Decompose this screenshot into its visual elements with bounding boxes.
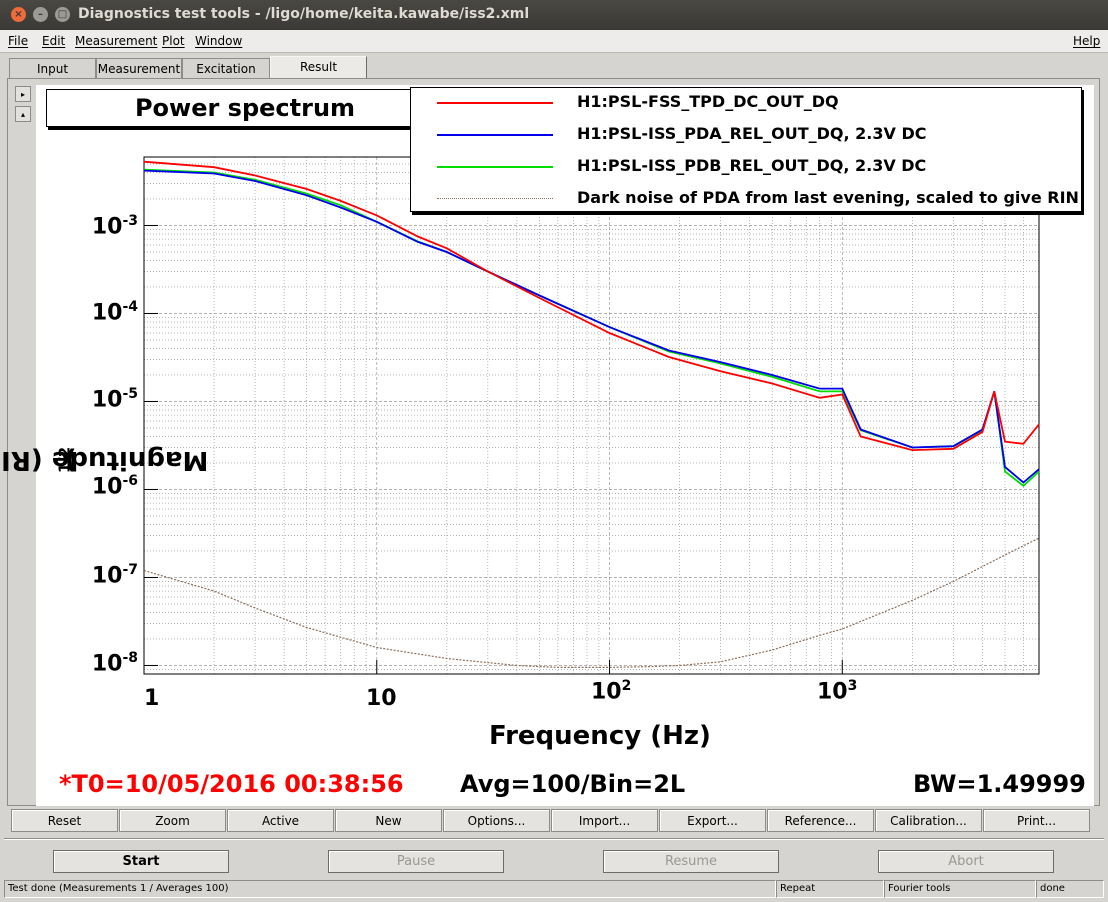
x-tick-label: 10 [366, 686, 397, 711]
power-spectrum-chart [143, 156, 1040, 675]
options-button[interactable]: Options... [443, 809, 550, 832]
reset-button[interactable]: Reset [11, 809, 118, 832]
legend-swatch [437, 134, 553, 136]
tab-result[interactable]: Result [270, 56, 367, 78]
y-tick-label: 10-3 [91, 213, 138, 240]
export-button[interactable]: Export... [659, 809, 766, 832]
window-title: Diagnostics test tools - /ligo/home/keit… [78, 6, 530, 22]
legend-label: Dark noise of PDA from last evening, sca… [577, 188, 1079, 207]
legend-entry: Dark noise of PDA from last evening, sca… [411, 184, 1083, 216]
legend-swatch [437, 166, 553, 168]
y-tick-label: 10-5 [91, 386, 138, 413]
legend-entry: H1:PSL-FSS_TPD_DC_OUT_DQ [411, 88, 1083, 120]
window-titlebar: × – □ Diagnostics test tools - /ligo/hom… [0, 0, 1108, 30]
scroll-up-icon[interactable]: ▴ [15, 106, 31, 122]
scroll-right-icon[interactable]: ▸ [15, 86, 31, 102]
plot-legend: H1:PSL-FSS_TPD_DC_OUT_DQ H1:PSL-ISS_PDA_… [410, 87, 1082, 212]
print-button[interactable]: Print... [983, 809, 1090, 832]
x-tick-label: 103 [817, 678, 858, 705]
resume-button[interactable]: Resume [603, 850, 779, 873]
close-icon[interactable]: × [11, 7, 26, 22]
pause-button[interactable]: Pause [328, 850, 504, 873]
legend-label: H1:PSL-ISS_PDA_REL_OUT_DQ, 2.3V DC [577, 124, 927, 143]
active-button[interactable]: Active [227, 809, 334, 832]
avg-info: Avg=100/Bin=2L [460, 770, 686, 798]
tab-bar: Input Measurement Excitation Result [0, 54, 1108, 78]
import-button[interactable]: Import... [551, 809, 658, 832]
tab-measurement[interactable]: Measurement [96, 58, 182, 78]
menu-measurement[interactable]: Measurement [75, 34, 158, 48]
series-line [143, 169, 1040, 484]
plot-frame [143, 156, 1040, 675]
bandwidth-info: BW=1.49999 [913, 770, 1086, 798]
maximize-icon[interactable]: □ [55, 7, 70, 22]
new-button[interactable]: New [335, 809, 442, 832]
series-line [143, 168, 1040, 487]
legend-label: H1:PSL-ISS_PDB_REL_OUT_DQ, 2.3V DC [577, 156, 927, 175]
reference-button[interactable]: Reference... [767, 809, 874, 832]
legend-entry: H1:PSL-ISS_PDB_REL_OUT_DQ, 2.3V DC [411, 152, 1083, 184]
legend-swatch [437, 198, 553, 199]
menu-edit[interactable]: Edit [42, 34, 66, 48]
status-message: Test done (Measurements 1 / Averages 100… [4, 880, 776, 898]
x-axis-label: Frequency (Hz) [489, 721, 711, 751]
abort-button[interactable]: Abort [878, 850, 1054, 873]
zoom-button[interactable]: Zoom [119, 809, 226, 832]
plot-title: Power spectrum [46, 89, 444, 127]
y-tick-label: 10-4 [91, 299, 138, 326]
y-tick-label: 10-6 [91, 473, 138, 500]
minimize-icon[interactable]: – [33, 7, 48, 22]
x-tick-label: 102 [591, 678, 632, 705]
y-tick-label: 10-8 [91, 650, 138, 677]
menu-bar: File Edit Measurement Plot Window Help [0, 30, 1108, 53]
x-tick-label: 1 [144, 686, 160, 711]
divider [4, 838, 1104, 840]
legend-entry: H1:PSL-ISS_PDA_REL_OUT_DQ, 2.3V DC [411, 120, 1083, 152]
tab-excitation[interactable]: Excitation [182, 58, 270, 78]
t0-timestamp: *T0=10/05/2016 00:38:56 [59, 770, 404, 798]
status-tools: Fourier tools [884, 880, 1036, 898]
status-state: done [1036, 880, 1104, 898]
menu-file[interactable]: File [8, 34, 29, 48]
menu-plot[interactable]: Plot [162, 34, 185, 48]
calibration-button[interactable]: Calibration... [875, 809, 982, 832]
menu-help[interactable]: Help [1073, 34, 1101, 48]
legend-swatch [437, 102, 553, 104]
series-line [143, 160, 1040, 452]
start-button[interactable]: Start [53, 850, 229, 873]
series-line [143, 537, 1040, 669]
menu-window[interactable]: Window [195, 34, 243, 48]
plot-canvas[interactable]: Power spectrum H1:PSL-FSS_TPD_DC_OUT_DQ … [0, 85, 1094, 806]
tab-input[interactable]: Input [9, 58, 96, 78]
legend-label: H1:PSL-FSS_TPD_DC_OUT_DQ [577, 92, 839, 111]
status-repeat: Repeat [776, 880, 884, 898]
y-tick-label: 10-7 [91, 562, 138, 589]
